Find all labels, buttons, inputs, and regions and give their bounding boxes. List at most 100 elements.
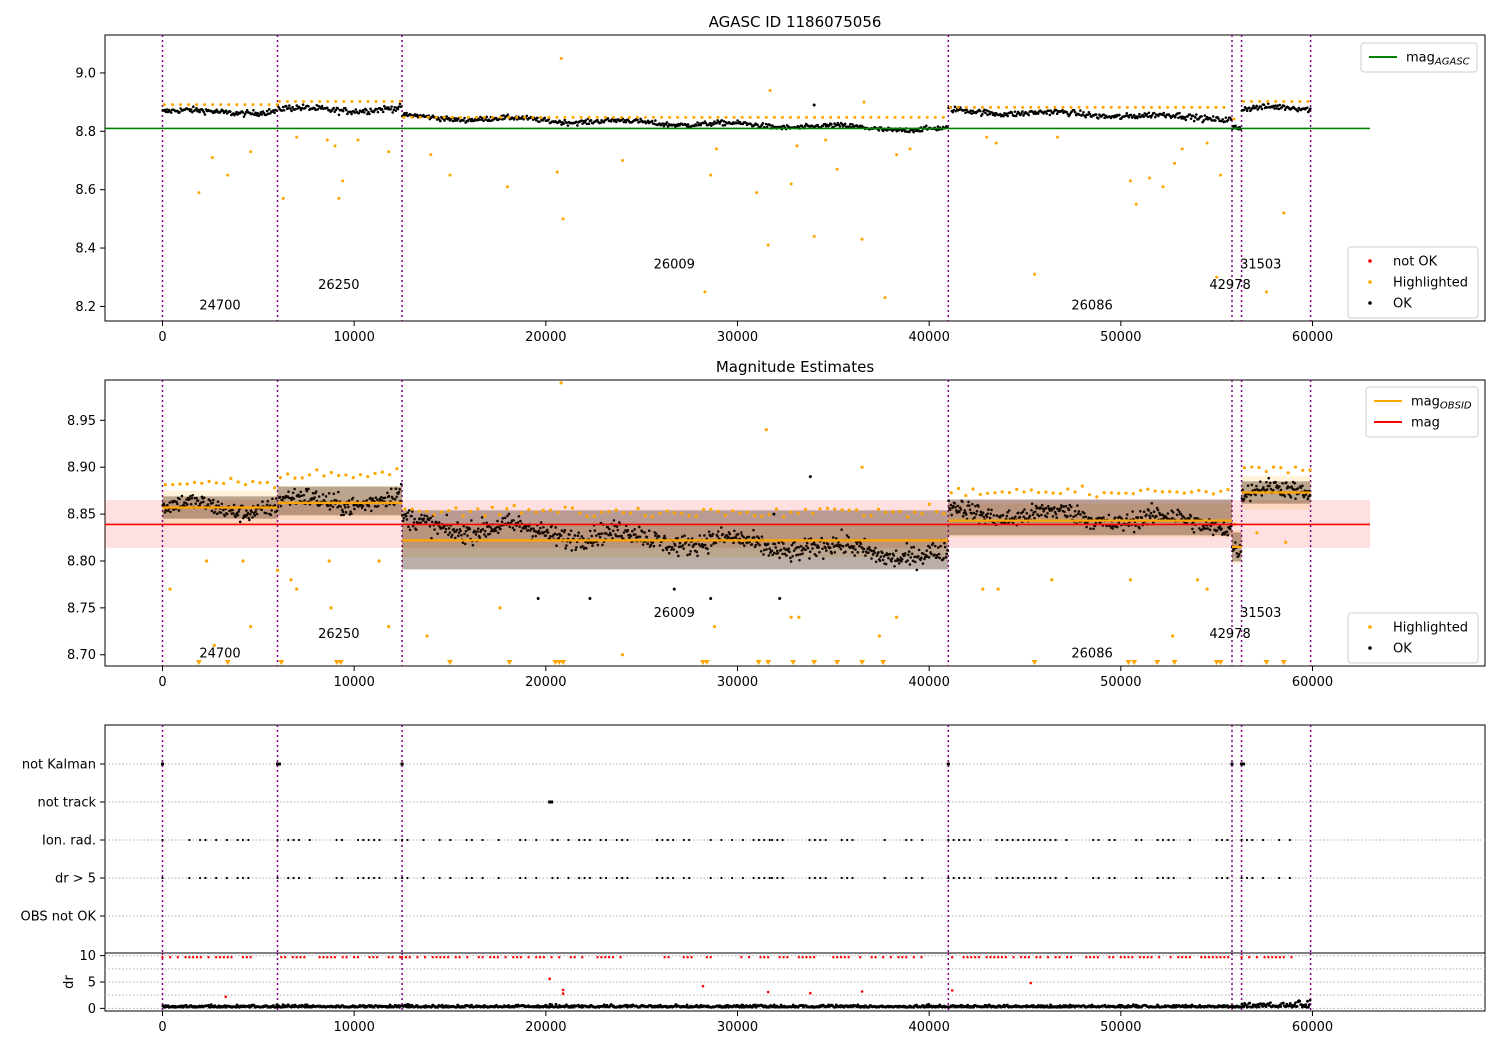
ok-point — [673, 123, 676, 127]
ok-point — [1145, 112, 1149, 116]
ion-rad-point — [583, 838, 586, 842]
ion-rad-point — [362, 838, 365, 842]
dr-gt-5-point — [583, 876, 586, 880]
ok-point — [942, 557, 945, 560]
dr-gt-5-marker — [1054, 956, 1057, 959]
ion-rad-point — [741, 838, 744, 842]
ok-point — [969, 109, 973, 112]
highlighted-point — [629, 511, 633, 515]
highlighted-point — [450, 115, 454, 119]
dr-gt-5-marker — [184, 956, 187, 959]
dr-gt-5-point — [287, 876, 290, 880]
ok-point — [775, 549, 779, 553]
ion-rad-point — [1167, 838, 1170, 842]
highlighted-point — [498, 512, 502, 517]
x-axis-tick-label: 60000 — [1292, 1020, 1333, 1035]
ok-point — [760, 535, 764, 538]
ok-point — [324, 495, 328, 498]
dr-gt-5-point — [470, 876, 473, 880]
ok-point — [331, 505, 335, 509]
ok-point — [502, 114, 505, 117]
highlighted-point — [286, 472, 290, 476]
ok-point — [450, 533, 454, 537]
highlighted-point — [668, 115, 672, 119]
highlighted-point — [1166, 105, 1170, 109]
ok-point — [273, 111, 276, 115]
highlighted-point — [1173, 161, 1176, 165]
ok-point — [224, 109, 228, 112]
ok-point — [877, 551, 880, 554]
ok-point — [275, 509, 279, 512]
highlighted-point — [211, 103, 215, 107]
ok-point — [622, 531, 626, 534]
ok-point — [756, 123, 759, 127]
ok-point — [415, 113, 419, 117]
highlighted-point — [1109, 105, 1113, 109]
highlighted-point — [1182, 105, 1186, 109]
ok-point — [258, 113, 262, 116]
dr-point — [1244, 1003, 1248, 1007]
ion-rad-point — [1000, 838, 1004, 842]
y-axis-tick-label: 8.70 — [67, 648, 96, 663]
highlighted-point — [229, 476, 233, 480]
ion-rad-point — [378, 838, 381, 842]
ion-rad-point — [524, 838, 527, 842]
ok-point — [220, 502, 224, 506]
dr-gt-5-marker — [542, 956, 546, 959]
highlighted-point — [1069, 105, 1073, 109]
dr-point — [1269, 1001, 1272, 1005]
ok-point — [1094, 113, 1098, 116]
ok-point — [917, 548, 921, 552]
ok-point — [256, 503, 260, 507]
ok-point — [585, 546, 588, 550]
ion-rad-point — [356, 838, 360, 842]
ok-point — [716, 530, 720, 533]
dr-gt-5-point — [567, 876, 570, 880]
dr-y-tick-label: 10 — [79, 949, 96, 964]
y-axis-tick-label: 8.85 — [67, 508, 96, 523]
ok-point — [463, 532, 466, 536]
ok-point — [566, 124, 570, 127]
ok-point — [1296, 487, 1300, 490]
ok-point — [1044, 506, 1048, 510]
ok-point — [259, 111, 263, 114]
ok-point — [1294, 497, 1297, 500]
ok-point — [499, 527, 502, 531]
ok-point — [164, 110, 168, 114]
dr-gt-5-point — [465, 876, 468, 880]
legend-lines-label: magAGASC — [1406, 51, 1470, 68]
dr-gt-5-point — [819, 876, 822, 880]
highlighted-point — [519, 511, 524, 515]
dr-gt-5-marker — [1000, 956, 1004, 959]
ok-point — [1149, 511, 1153, 515]
x-axis-tick-label: 30000 — [717, 330, 758, 345]
ok-point — [1047, 109, 1051, 112]
x-axis-tick-label: 10000 — [333, 330, 374, 345]
ion-rad-point — [952, 838, 955, 842]
highlighted-point — [322, 474, 326, 478]
ion-rad-point — [276, 838, 279, 842]
dr-gt-5-marker — [709, 956, 712, 959]
ok-point — [337, 490, 340, 494]
obsid-label: 26250 — [318, 627, 359, 642]
ok-point — [1234, 541, 1237, 544]
highlighted-point — [712, 625, 717, 629]
ok-point — [1018, 515, 1022, 519]
dr-gt-5-point — [776, 876, 779, 880]
dr-gt-5-point — [1049, 876, 1052, 880]
highlighted-point — [1029, 488, 1033, 492]
ok-point — [1178, 111, 1181, 115]
dr-gt-5-marker — [832, 956, 835, 959]
ok-point — [191, 494, 194, 497]
dr-gt-5-marker — [1240, 956, 1243, 959]
highlighted-point — [578, 511, 582, 515]
highlighted-point — [621, 511, 626, 515]
dr-gt-5-point — [519, 876, 522, 880]
ok-point — [166, 503, 169, 507]
ok-point — [721, 124, 725, 127]
legend-markers-marker-swatch — [1368, 646, 1372, 650]
ok-point — [646, 119, 650, 123]
dr-gt-5-point — [362, 876, 365, 880]
x-axis-tick-label: 50000 — [1100, 330, 1141, 345]
dr-gt-5-marker — [492, 956, 496, 959]
